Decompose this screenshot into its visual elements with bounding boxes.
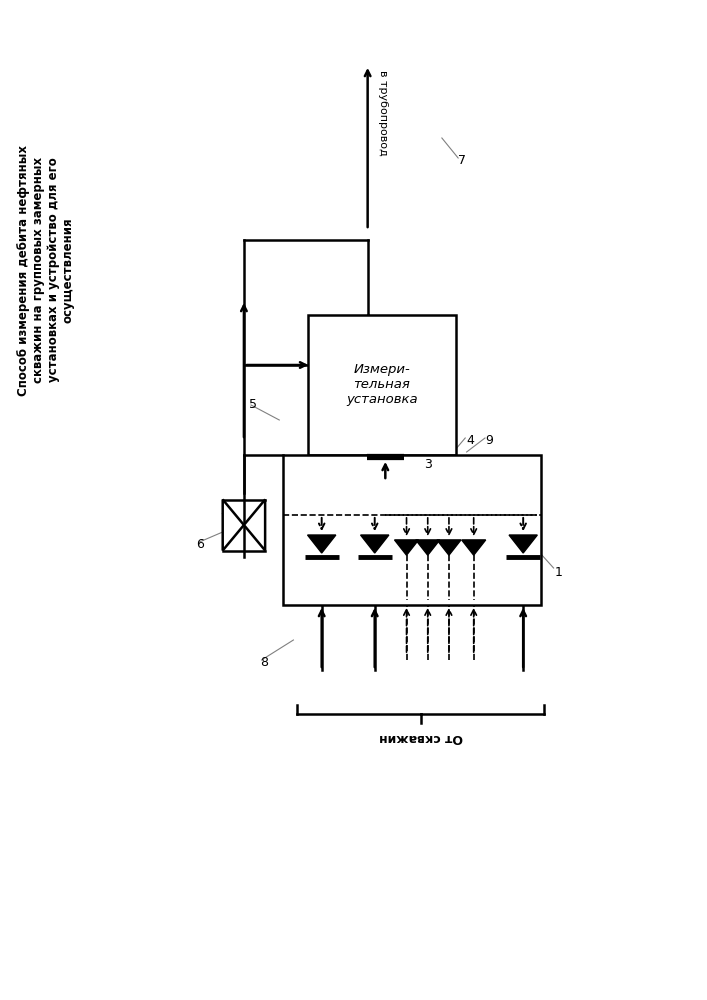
Polygon shape bbox=[437, 540, 461, 555]
Polygon shape bbox=[361, 535, 389, 553]
Polygon shape bbox=[509, 535, 537, 553]
Polygon shape bbox=[462, 540, 486, 555]
Text: 6: 6 bbox=[197, 538, 204, 552]
Text: 1: 1 bbox=[555, 566, 563, 578]
Polygon shape bbox=[223, 500, 244, 550]
Bar bbox=[308, 315, 456, 455]
Text: Измери-
тельная
установка: Измери- тельная установка bbox=[346, 363, 418, 406]
Text: Способ измерения дебита нефтяных
скважин на групповых замерных
установках и устр: Способ измерения дебита нефтяных скважин… bbox=[17, 144, 75, 395]
Polygon shape bbox=[395, 540, 419, 555]
Text: 3: 3 bbox=[424, 458, 432, 472]
Text: в трубопровод: в трубопровод bbox=[378, 70, 388, 156]
Text: 7: 7 bbox=[458, 153, 466, 166]
Text: 8: 8 bbox=[260, 656, 268, 668]
Bar bbox=[283, 455, 541, 605]
Text: От скважин: От скважин bbox=[379, 731, 462, 744]
Text: 9: 9 bbox=[485, 434, 493, 446]
Text: 4: 4 bbox=[467, 434, 474, 446]
Text: 5: 5 bbox=[249, 398, 257, 412]
Text: 2: 2 bbox=[221, 504, 228, 516]
Polygon shape bbox=[244, 500, 265, 550]
Polygon shape bbox=[308, 535, 336, 553]
Polygon shape bbox=[416, 540, 440, 555]
